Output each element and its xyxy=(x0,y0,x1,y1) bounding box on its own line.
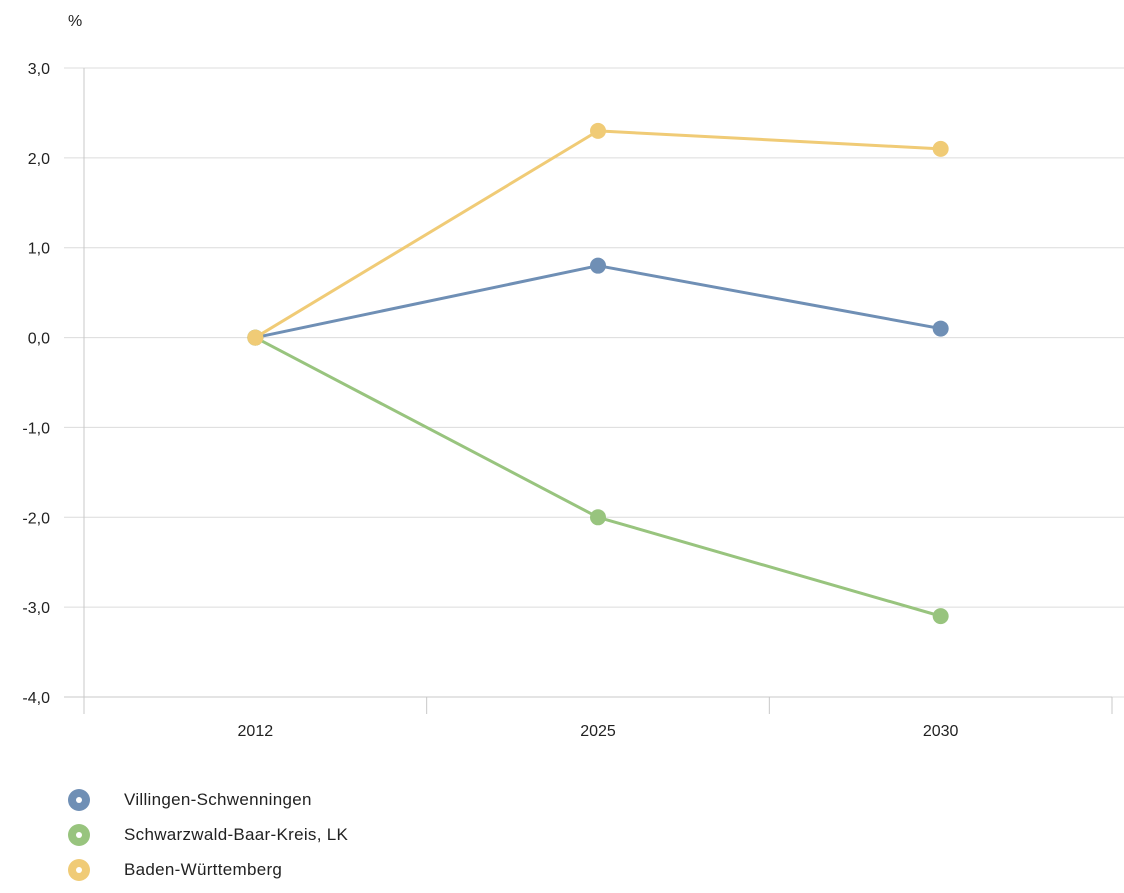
legend-label: Baden-Württemberg xyxy=(124,859,283,879)
data-point xyxy=(590,509,606,526)
y-tick-label: 1,0 xyxy=(28,241,50,258)
x-tick-label: 2025 xyxy=(580,723,616,740)
y-tick-label: -2,0 xyxy=(22,510,50,527)
data-point xyxy=(247,329,264,346)
y-tick-label: -3,0 xyxy=(22,600,50,617)
y-tick-label: 2,0 xyxy=(28,151,50,168)
y-axis-ticks: 3,0 2,0 1,0 0,0 -1,0 -2,0 -3,0 -4,0 xyxy=(22,61,50,707)
series-line-3 xyxy=(254,129,941,339)
axes xyxy=(64,68,1112,698)
y-tick-label: 0,0 xyxy=(28,331,50,348)
legend-item-schwarzwald-baar-kreis[interactable]: Schwarzwald-Baar-Kreis, LK xyxy=(68,817,348,852)
y-tick-label: 3,0 xyxy=(28,61,50,78)
y-axis-unit: % xyxy=(68,13,82,30)
series-lines xyxy=(247,122,949,625)
x-axis-ticks: 2012 2025 2030 xyxy=(83,697,1113,740)
y-tick-label: -1,0 xyxy=(22,420,50,437)
gridlines xyxy=(64,67,1124,698)
data-point xyxy=(590,257,606,274)
series-line-2 xyxy=(254,336,942,618)
y-tick-label: -4,0 xyxy=(22,690,50,707)
x-tick-label: 2012 xyxy=(238,723,274,740)
data-point xyxy=(932,608,949,625)
legend-label: Schwarzwald-Baar-Kreis, LK xyxy=(124,824,349,844)
legend-label: Villingen-Schwenningen xyxy=(124,789,312,809)
data-point xyxy=(932,140,949,157)
legend-item-baden-wuerttemberg[interactable]: Baden-Württemberg xyxy=(68,852,348,887)
legend-item-villingen-schwenningen[interactable]: Villingen-Schwenningen xyxy=(68,782,348,817)
data-point xyxy=(932,320,949,337)
x-tick-label: 2030 xyxy=(923,723,959,740)
legend-marker-icon xyxy=(68,858,90,881)
data-point xyxy=(590,122,606,139)
line-chart: 3,0 2,0 1,0 0,0 -1,0 -2,0 -3,0 -4,0 2012 2025 203… xyxy=(22,13,1124,740)
legend-marker-icon xyxy=(68,788,90,811)
legend: Villingen-Schwenningen Schwarzwald-Baar-… xyxy=(68,782,348,887)
legend-marker-icon xyxy=(68,823,90,846)
